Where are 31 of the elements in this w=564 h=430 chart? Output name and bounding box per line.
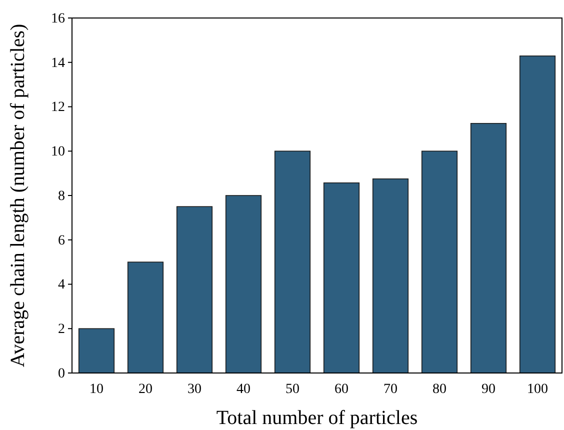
bar (274, 150, 311, 374)
x-axis-title: Total number of particles (216, 407, 418, 429)
x-tick-label: 90 (482, 382, 496, 397)
y-tick-label: 0 (58, 366, 65, 382)
bar (372, 178, 409, 374)
bar (78, 328, 115, 374)
y-tick-label: 10 (51, 144, 65, 160)
x-tick-label: 70 (384, 382, 398, 397)
y-axis-title: Average chain length (number of particles) (7, 24, 29, 368)
bar (421, 150, 458, 374)
y-tick-label: 2 (58, 322, 65, 338)
x-tick-label: 40 (236, 382, 250, 397)
bar (323, 182, 360, 374)
y-tick-label: 8 (58, 188, 65, 204)
x-tick-label: 30 (188, 382, 202, 397)
y-tick-label: 12 (51, 100, 65, 116)
x-tick-label: 80 (432, 382, 446, 397)
bar (519, 56, 556, 374)
y-tick-label: 4 (58, 278, 65, 293)
bar (470, 122, 507, 374)
x-tick-label: 60 (334, 382, 348, 397)
bar (176, 206, 213, 374)
y-tick-label: 16 (51, 11, 65, 26)
x-tick-label: 20 (138, 382, 152, 397)
y-tick-label: 6 (58, 233, 65, 248)
x-tick-label: 100 (527, 382, 548, 397)
bar (127, 262, 164, 374)
bar (225, 195, 262, 374)
x-tick-label: 10 (90, 382, 104, 397)
y-tick-label: 14 (51, 56, 65, 71)
x-tick-label: 50 (286, 382, 300, 397)
